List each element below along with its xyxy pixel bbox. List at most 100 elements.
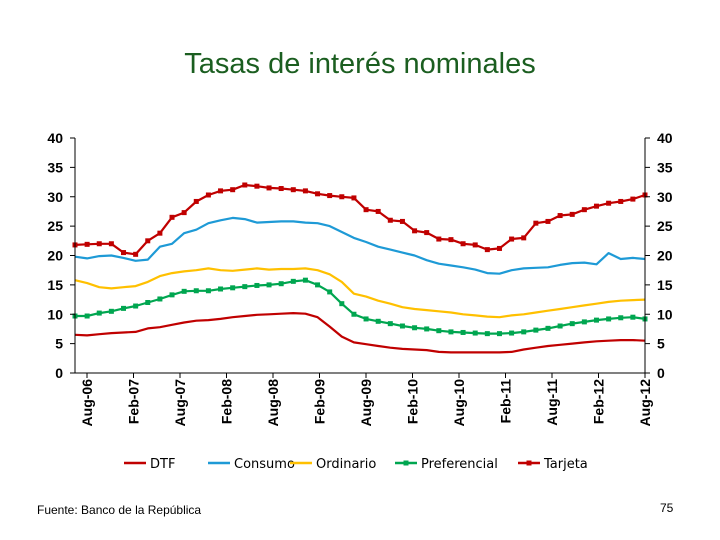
x-tick-label: Aug-08 [265, 379, 281, 427]
data-point-preferencial [521, 329, 527, 335]
data-point-preferencial [315, 282, 321, 288]
data-point-preferencial [448, 329, 454, 335]
data-point-preferencial [424, 326, 430, 332]
data-point-preferencial [278, 281, 284, 287]
data-point-tarjeta [230, 187, 236, 193]
x-tick-label: Aug-11 [544, 379, 560, 426]
data-point-preferencial [569, 321, 575, 327]
data-point-tarjeta [278, 186, 284, 192]
legend-label: Consumo [234, 457, 295, 472]
legend-label: Tarjeta [543, 457, 588, 472]
data-point-tarjeta [133, 251, 139, 257]
data-point-tarjeta [533, 220, 539, 226]
data-point-preferencial [363, 316, 369, 322]
legend: DTF Consumo Ordinario Preferencial Tarjeta [124, 457, 588, 472]
series-line-ordinario [74, 267, 646, 319]
data-point-preferencial [290, 278, 296, 284]
data-point-preferencial [496, 331, 502, 337]
right-y-ticks: 0 5 10 15 20 25 30 35 40 [645, 130, 673, 381]
data-point-tarjeta [581, 207, 587, 213]
data-point-tarjeta [630, 196, 636, 202]
data-point-tarjeta [375, 208, 381, 214]
data-point-tarjeta [218, 188, 224, 194]
data-point-preferencial [218, 286, 224, 292]
data-point-preferencial [484, 331, 490, 337]
data-point-preferencial [557, 323, 563, 329]
y-tick-label: 30 [47, 189, 63, 205]
legend-label: Ordinario [316, 457, 376, 472]
data-point-tarjeta [96, 241, 102, 247]
data-point-tarjeta [545, 218, 551, 224]
x-tick-label: Feb-09 [312, 379, 328, 424]
data-point-tarjeta [509, 236, 515, 242]
data-point-preferencial [436, 328, 442, 334]
data-point-tarjeta [315, 191, 321, 197]
y-tick-label: 35 [657, 159, 673, 175]
data-point-preferencial [266, 282, 272, 288]
page-number: 75 [660, 501, 674, 515]
data-point-preferencial [351, 311, 357, 317]
x-tick-label: Aug-12 [637, 379, 653, 427]
y-tick-label: 20 [657, 248, 673, 264]
data-point-preferencial [327, 289, 333, 295]
y-tick-label: 20 [47, 248, 63, 264]
data-point-tarjeta [157, 230, 163, 236]
data-point-tarjeta [302, 188, 308, 194]
data-point-preferencial [593, 317, 599, 323]
data-point-preferencial [387, 321, 393, 327]
data-point-tarjeta [412, 228, 418, 234]
data-point-tarjeta [327, 193, 333, 199]
data-point-tarjeta [339, 194, 345, 200]
data-point-tarjeta [460, 241, 466, 247]
data-point-preferencial [169, 292, 175, 298]
data-point-tarjeta [557, 213, 563, 219]
x-tick-label: Feb-12 [591, 379, 607, 424]
series-line-consumo [74, 216, 646, 275]
legend-marker [403, 460, 409, 466]
data-point-preferencial [181, 288, 187, 294]
data-point-preferencial [399, 323, 405, 329]
data-point-preferencial [121, 305, 127, 311]
x-ticks: Aug-06 Feb-07 Aug-07 Feb-08 Aug-08 Feb-09 Aug-… [79, 373, 653, 426]
data-point-preferencial [581, 319, 587, 325]
x-tick-label: Feb-11 [498, 379, 514, 424]
data-point-preferencial [157, 296, 163, 302]
x-tick-label: Feb-07 [126, 379, 142, 424]
legend-label: Preferencial [421, 457, 498, 472]
series-line-tarjeta [74, 183, 646, 256]
data-point-tarjeta [351, 195, 357, 201]
data-point-preferencial [84, 313, 90, 319]
data-point-tarjeta [569, 211, 575, 217]
data-point-preferencial [606, 316, 612, 322]
data-point-tarjeta [424, 230, 430, 236]
data-point-tarjeta [448, 237, 454, 243]
y-tick-label: 0 [657, 365, 665, 381]
x-tick-label: Feb-10 [405, 379, 421, 424]
source-note: Fuente: Banco de la República [37, 503, 202, 517]
data-point-preferencial [472, 330, 478, 336]
axes [74, 138, 646, 374]
x-tick-label: Feb-08 [219, 379, 235, 424]
data-point-tarjeta [521, 235, 527, 241]
data-point-tarjeta [266, 185, 272, 191]
data-point-tarjeta [606, 200, 612, 206]
data-point-preferencial [254, 282, 260, 288]
data-point-tarjeta [242, 182, 248, 188]
legend-label: DTF [150, 457, 175, 472]
data-point-preferencial [545, 325, 551, 331]
y-tick-label: 40 [47, 130, 63, 146]
data-point-preferencial [96, 310, 102, 316]
left-y-ticks: 0 5 10 15 20 25 30 35 40 [47, 130, 75, 381]
data-point-tarjeta [254, 183, 260, 189]
x-tick-label: Aug-09 [358, 379, 374, 427]
chart-title: Tasas de interés nominales [184, 48, 536, 80]
data-point-tarjeta [593, 203, 599, 209]
data-point-preferencial [460, 329, 466, 335]
x-tick-label: Aug-10 [451, 379, 467, 427]
data-point-tarjeta [145, 238, 151, 244]
data-point-preferencial [205, 288, 211, 294]
y-tick-label: 15 [47, 277, 63, 293]
data-point-preferencial [375, 318, 381, 324]
y-tick-label: 10 [47, 306, 63, 322]
